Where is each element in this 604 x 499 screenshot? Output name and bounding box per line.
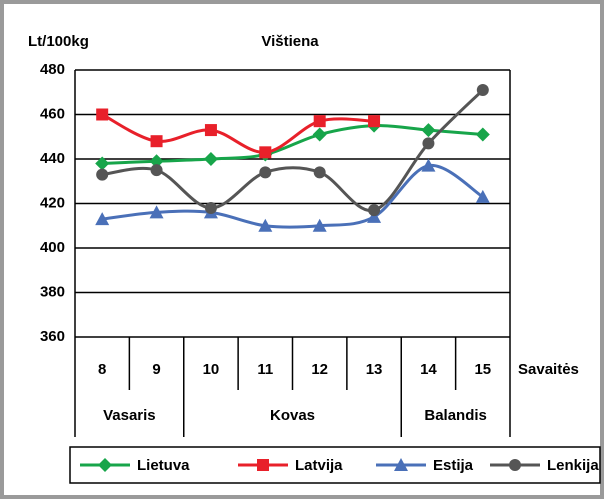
point [259,166,272,179]
point [204,124,217,137]
y-tick-label: 380 [40,283,65,300]
x-tick-label: 15 [474,361,491,378]
month-label: Vasaris [103,407,156,424]
y-axis-label: Lt/100kg [28,33,89,50]
month-label: Balandis [424,407,487,424]
point [421,158,436,172]
x-tick-label: 10 [203,361,220,378]
point [368,204,381,217]
point [95,212,110,226]
y-tick-label: 420 [40,194,65,211]
legend-label: Estija [433,457,474,474]
point [476,84,489,97]
legend-label: Lietuva [137,457,190,474]
point [367,209,382,223]
point [259,146,272,159]
y-tick-label: 480 [40,61,65,78]
x-tick-label: 12 [311,361,328,378]
point [313,115,326,128]
y-tick-label: 360 [40,328,65,345]
point [149,205,164,219]
y-tick-label: 440 [40,150,65,167]
legend-box [69,446,601,484]
point [150,164,163,177]
point [96,108,109,121]
point [368,115,381,128]
legend-marker [257,459,269,471]
point [421,123,436,138]
point [96,168,109,181]
y-tick-label: 460 [40,105,65,122]
chart-title: Vištiena [261,33,319,50]
point [150,135,163,148]
x-tick-label: 9 [152,361,160,378]
x-tick-label: 13 [366,361,383,378]
x-axis-label: Savaitės [518,361,579,378]
x-tick-label: 14 [420,361,437,378]
point [422,137,435,150]
point [475,127,490,142]
point [313,166,326,179]
point [312,127,327,142]
point [475,189,490,203]
x-tick-label: 8 [98,361,106,378]
point [203,152,218,166]
point [204,201,217,214]
legend-label: Latvija [295,457,343,474]
legend-marker [98,458,112,472]
point [258,218,273,232]
point [312,218,327,232]
legend-label: Lenkija [547,457,599,474]
x-tick-label: 11 [257,361,273,378]
point [95,156,110,171]
month-label: Kovas [270,407,315,424]
legend-marker [394,458,408,471]
legend-marker [509,459,521,471]
y-tick-label: 400 [40,239,65,256]
point [149,154,164,169]
